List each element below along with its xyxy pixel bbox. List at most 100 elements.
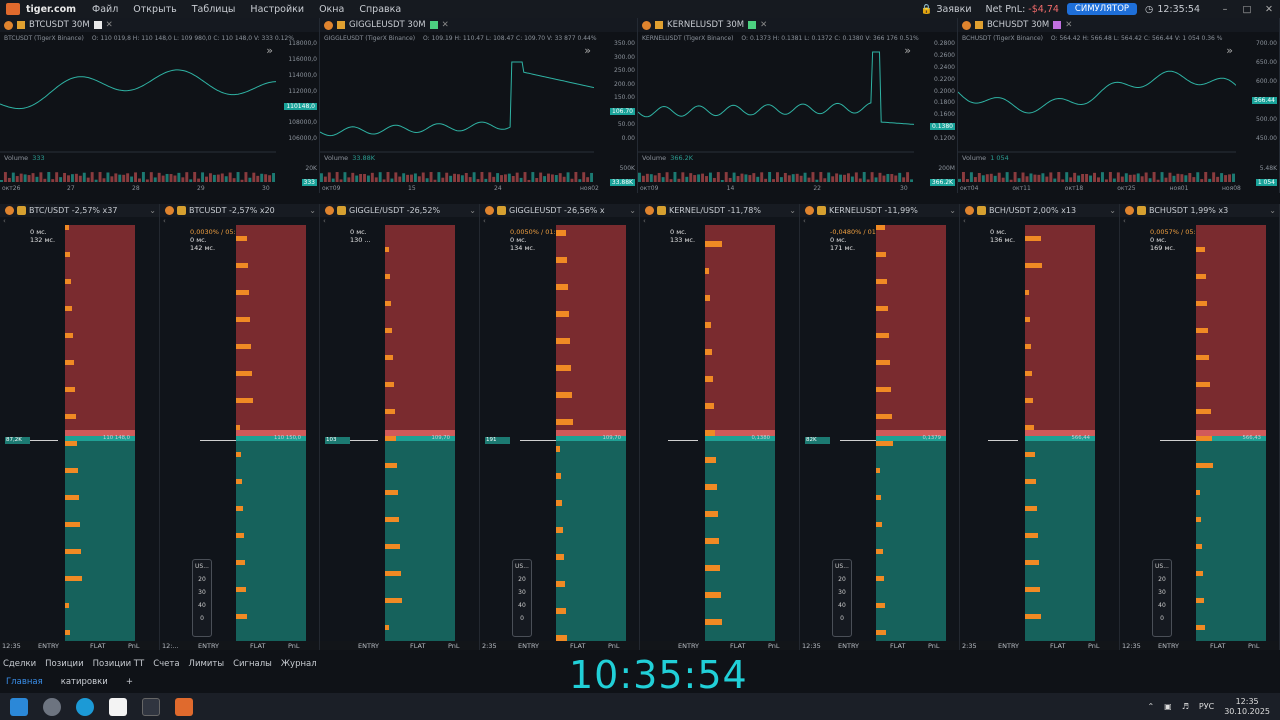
price-ladder[interactable]: 0,1379 [876, 225, 946, 641]
chart-panel[interactable]: GIGGLEUSDT 30M ✕ GIGGLEUSDT (TigerX Bina… [320, 18, 638, 193]
size-option[interactable]: 0 [520, 615, 524, 622]
ladder-row[interactable] [65, 446, 135, 452]
ladder-row[interactable] [1196, 597, 1266, 603]
ladder-row[interactable] [556, 473, 626, 479]
size-option[interactable]: 30 [1158, 589, 1166, 596]
ladder-row[interactable] [65, 322, 135, 328]
ladder-row[interactable] [1196, 230, 1266, 236]
ladder-row[interactable] [1025, 289, 1095, 296]
ladder-row[interactable] [65, 419, 135, 425]
ladder-row[interactable] [876, 441, 946, 447]
ladder-row[interactable] [65, 505, 135, 512]
chevron-down-icon[interactable]: ⌄ [469, 206, 476, 215]
ladder-row[interactable] [876, 284, 946, 290]
ladder-row[interactable] [385, 489, 455, 495]
ladder-row[interactable] [236, 300, 306, 306]
ladder-row[interactable] [236, 495, 306, 501]
ladder-row[interactable] [556, 279, 626, 285]
ladder-row[interactable] [556, 316, 626, 323]
color-tag-icon[interactable] [93, 21, 102, 29]
ladder-row[interactable] [65, 225, 135, 231]
ladder-row[interactable] [1196, 316, 1266, 323]
ladder-row[interactable] [1196, 354, 1266, 360]
ladder-row[interactable] [1025, 252, 1095, 258]
tiger-taskbar-icon[interactable] [175, 697, 193, 716]
tab-limits[interactable]: Лимиты [188, 659, 225, 669]
ladder-row[interactable] [705, 333, 775, 339]
ladder-row[interactable] [556, 419, 626, 425]
ladder-row[interactable] [385, 376, 455, 382]
ladder-row[interactable] [236, 273, 306, 279]
ladder-row[interactable] [1196, 284, 1266, 290]
ladder-row[interactable] [1196, 349, 1266, 355]
ladder-row[interactable] [1025, 484, 1095, 490]
size-scale[interactable]: US... 20 30 40 0 [512, 559, 532, 637]
ladder-row[interactable] [385, 343, 455, 350]
ladder-row[interactable] [705, 624, 775, 630]
ladder-row[interactable] [385, 311, 455, 317]
ladder-row[interactable] [1196, 225, 1266, 231]
ladder-row[interactable] [385, 516, 455, 522]
ladder-row[interactable] [236, 419, 306, 425]
ladder-row[interactable] [236, 387, 306, 393]
chevron-down-icon[interactable]: ⌄ [789, 206, 796, 215]
ladder-row[interactable] [1196, 257, 1266, 263]
ladder-row[interactable] [876, 246, 946, 252]
ladder-row[interactable] [385, 619, 455, 625]
size-scale[interactable]: US... 20 30 40 0 [832, 559, 852, 637]
ladder-row[interactable] [1196, 549, 1266, 555]
ladder-row[interactable] [65, 538, 135, 544]
ladder-row[interactable] [705, 586, 775, 593]
ladder-row[interactable] [876, 333, 946, 339]
ladder-row[interactable] [236, 441, 306, 447]
ladder-row[interactable] [876, 505, 946, 512]
ladder-row[interactable]: 110 148,0 [65, 435, 135, 441]
ladder-row[interactable] [65, 522, 135, 528]
order-book-panel[interactable]: GIGGLEUSDT -26,56% x ⌄ ‹ 0,0050% / 01:24… [480, 204, 640, 650]
ladder-row[interactable] [556, 235, 626, 242]
ladder-row[interactable] [705, 343, 775, 350]
ladder-row[interactable] [1025, 354, 1095, 360]
ladder-row[interactable] [236, 484, 306, 490]
ladder-row[interactable] [385, 408, 455, 414]
ladder-row[interactable] [1025, 268, 1095, 274]
tab-trades[interactable]: Сделки [3, 659, 37, 669]
ladder-row[interactable] [876, 511, 946, 517]
ladder-row[interactable] [556, 333, 626, 339]
ladder-row[interactable] [236, 295, 306, 301]
terminal-icon[interactable] [142, 697, 160, 716]
ladder-row[interactable] [705, 441, 775, 447]
expand-icon[interactable]: » [266, 44, 273, 57]
ladder-row[interactable] [65, 241, 135, 247]
ladder-row[interactable] [556, 289, 626, 296]
ladder-row[interactable] [556, 613, 626, 620]
ladder-row[interactable] [705, 446, 775, 452]
ladder-row[interactable] [65, 235, 135, 242]
ladder-row[interactable] [705, 262, 775, 269]
expand-icon[interactable]: » [904, 44, 911, 57]
ladder-row[interactable] [876, 489, 946, 495]
ladder-row[interactable] [556, 500, 626, 506]
ladder-row[interactable] [385, 570, 455, 576]
ladder-row[interactable] [1196, 543, 1266, 549]
edge-icon[interactable] [76, 697, 94, 716]
ladder-row[interactable] [705, 316, 775, 323]
ladder-row[interactable] [705, 370, 775, 377]
size-option[interactable]: 20 [838, 576, 846, 583]
tab-accounts[interactable]: Счета [153, 659, 180, 669]
ladder-row[interactable] [556, 468, 626, 474]
ladder-row[interactable] [65, 489, 135, 495]
ladder-row[interactable] [236, 316, 306, 323]
ladder-row[interactable] [65, 592, 135, 598]
ladder-row[interactable] [236, 457, 306, 463]
ladder-row[interactable] [1025, 592, 1095, 598]
ladder-row[interactable] [876, 473, 946, 479]
ladder-row[interactable] [65, 387, 135, 393]
ladder-row[interactable] [65, 284, 135, 290]
flat-button[interactable]: FLAT [730, 642, 746, 650]
ladder-row[interactable] [1196, 473, 1266, 479]
ladder-row[interactable] [1196, 462, 1266, 468]
ladder-row[interactable] [65, 333, 135, 339]
ladder-row[interactable] [705, 365, 775, 371]
ladder-row[interactable] [1196, 397, 1266, 404]
